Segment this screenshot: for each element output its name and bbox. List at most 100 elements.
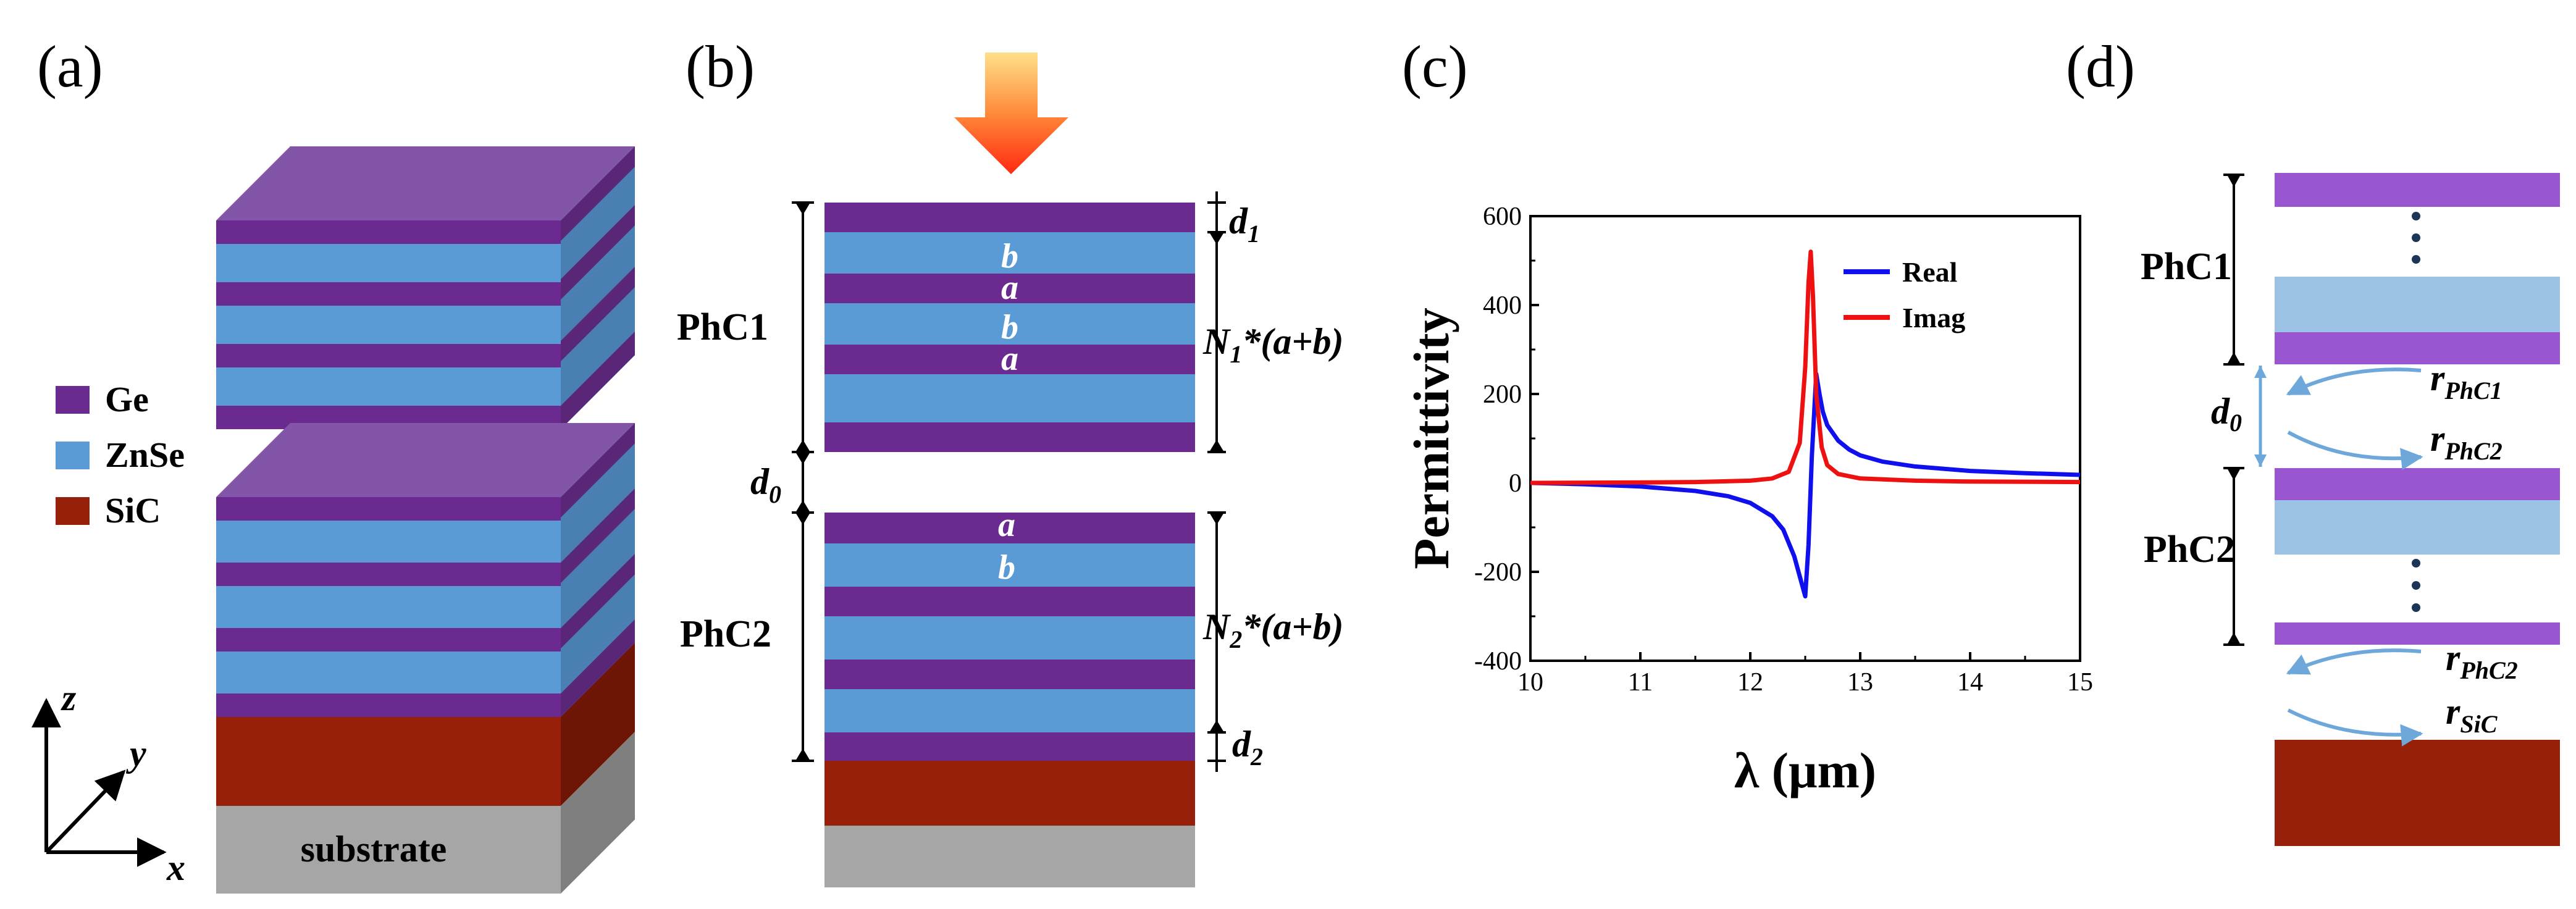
legend-label-znse: ZnSe (105, 435, 185, 475)
legend-label-real: Real (1902, 256, 1957, 288)
phc1-stack: b a b a (824, 203, 1195, 452)
ge-layer (2275, 332, 2560, 364)
ellipsis-dot (2412, 212, 2420, 220)
ge-layer (2275, 622, 2560, 645)
znse-layer (824, 303, 1195, 345)
znse-layer (216, 367, 561, 406)
n2-label: N2*(a+b) (1202, 606, 1344, 653)
layer-letter: b (1001, 308, 1018, 346)
layer-letter: b (998, 548, 1015, 587)
series-line-imag (1530, 249, 2080, 485)
ellipsis-dot (2412, 603, 2420, 612)
x-axis-label: x (166, 847, 185, 888)
d1-label: d1 (1229, 201, 1260, 248)
reflection-arrow-sic (2287, 708, 2423, 747)
lower-stack: substrate (216, 423, 635, 894)
legend-label-ge: Ge (105, 379, 149, 419)
x-tick-label: 11 (1628, 668, 1653, 697)
layer-letter: a (1001, 269, 1018, 307)
znse-layer (216, 651, 561, 693)
ge-layer (824, 587, 1195, 616)
znse-layer (2275, 277, 2560, 332)
panel-label-a: (a) (37, 33, 103, 99)
r-phc2-lower-label: rPhC2 (2446, 637, 2518, 684)
znse-layer (824, 689, 1195, 732)
substrate-layer (824, 826, 1195, 887)
r-phc1-label: rPhC1 (2430, 358, 2503, 404)
sic-layer (2275, 740, 2560, 846)
ge-layer (216, 693, 561, 717)
series-group (1530, 249, 2080, 599)
ge-layer (824, 274, 1195, 303)
x-tick-label: 10 (1517, 668, 1543, 697)
ge-layer (824, 203, 1195, 232)
y-tick-label: 400 (1483, 291, 1522, 320)
reflection-arrows (2286, 367, 2423, 747)
r-sic-label: rSiC (2446, 691, 2498, 738)
d-d0-label: d0 (2211, 391, 2242, 437)
ge-layer (2275, 468, 2560, 500)
y-tick-label: 0 (1509, 469, 1522, 498)
y-axis-arrow (44, 769, 126, 854)
panel-label-b: (b) (686, 33, 755, 99)
left-dimension-lines (792, 201, 814, 762)
ge-layer (824, 422, 1195, 452)
panel-d-dimension-lines (2223, 174, 2244, 646)
stack-top-face (216, 423, 635, 497)
x-tick-label: 15 (2067, 668, 2093, 697)
ellipsis-dot (2412, 255, 2420, 264)
ge-layer (216, 344, 561, 367)
ge-layer (216, 282, 561, 306)
material-legend: Ge ZnSe SiC (56, 379, 185, 530)
znse-layer (824, 374, 1195, 422)
y-tick-label: -200 (1474, 558, 1522, 587)
znse-layer (216, 306, 561, 344)
phc1-label: PhC1 (677, 306, 768, 348)
y-tick-label: 200 (1483, 380, 1522, 409)
ellipsis-dot (2412, 581, 2420, 590)
ge-layer (216, 628, 561, 651)
sic-layer (824, 761, 1195, 826)
panel-d: (d) PhC1 (2066, 33, 2560, 846)
znse-layer (216, 521, 561, 563)
permittivity-chart: 10 11 12 13 14 15 -400 -200 0 200 400 600 Real Imag… (1403, 203, 2093, 798)
znse-layer (824, 543, 1195, 587)
panel-c: (c) 10 11 12 13 14 15 -400 -200 0 200 400 600 Real … (1402, 33, 2093, 798)
panel-label-d: (d) (2066, 33, 2135, 99)
panel-a: (a) (31, 33, 635, 894)
ge-layer (824, 345, 1195, 374)
ge-layer (824, 513, 1195, 543)
ellipsis-dot (2412, 559, 2420, 568)
reflection-arrow-phc2-upper (2287, 430, 2423, 471)
right-dimension-lines (1207, 191, 1226, 772)
d-phc1-label: PhC1 (2141, 246, 2232, 288)
y-tick-label: -400 (1474, 647, 1522, 676)
stack-top-face (216, 146, 635, 220)
ge-layer (216, 220, 561, 244)
legend-label-sic: SiC (105, 490, 161, 530)
legend-swatch-znse (56, 442, 90, 469)
ge-layer (216, 497, 561, 521)
series-line-real (1530, 372, 2080, 599)
panel-b: (b) b a b a a (677, 33, 1344, 887)
y-axis-label: y (126, 733, 146, 774)
ge-layer (216, 563, 561, 586)
legend-swatch-sic (56, 497, 90, 525)
layer-letter: a (1001, 340, 1018, 378)
reflection-arrow-phc1 (2286, 367, 2422, 396)
d2-label: d2 (1232, 724, 1263, 771)
x-tick-label: 13 (1847, 668, 1873, 697)
incident-light-arrow (954, 52, 1068, 174)
z-axis-label: z (61, 677, 77, 718)
x-axis-title: λ (μm) (1734, 742, 1876, 798)
n1-label: N1*(a+b) (1202, 321, 1344, 368)
layer-letter: a (998, 506, 1015, 544)
znse-layer (824, 232, 1195, 274)
legend-swatch-ge (56, 386, 90, 414)
znse-layer (216, 244, 561, 282)
r-phc2-upper-label: rPhC2 (2430, 418, 2503, 465)
substrate-layer (216, 806, 561, 894)
panel-label-c: (c) (1402, 33, 1468, 99)
sic-layer (216, 717, 561, 806)
